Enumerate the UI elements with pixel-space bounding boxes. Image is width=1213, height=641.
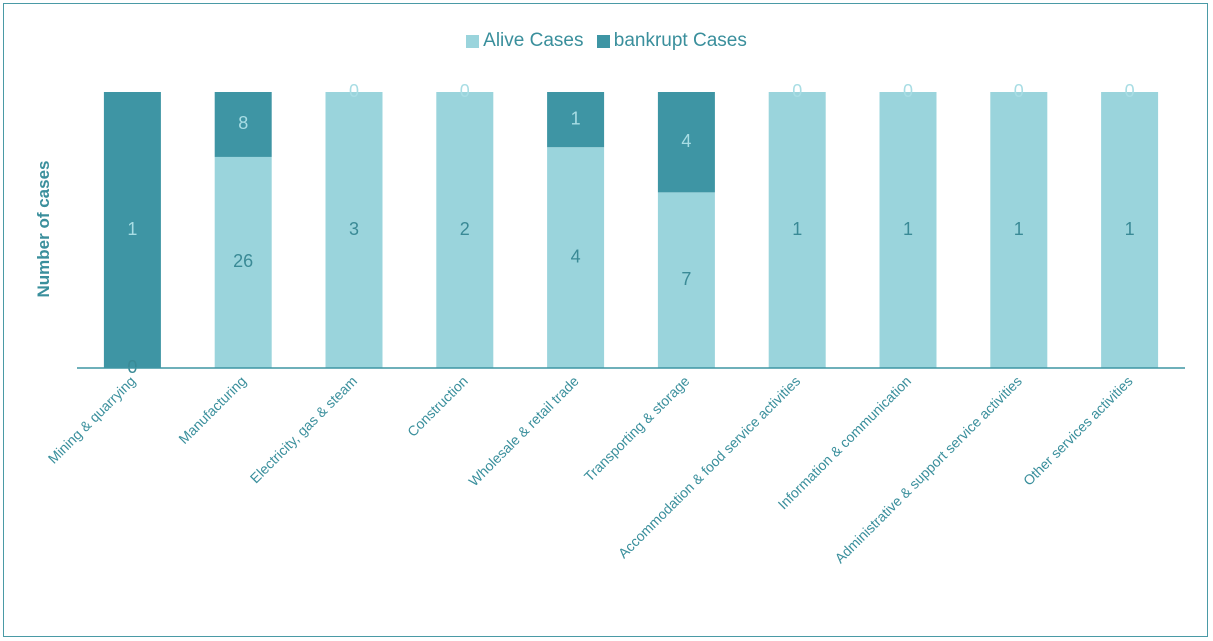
data-label-bankrupt-3: 0 bbox=[460, 81, 470, 101]
bar-alive-4 bbox=[547, 147, 605, 368]
bar-alive-3 bbox=[436, 92, 494, 368]
data-label-bankrupt-1: 8 bbox=[238, 113, 248, 133]
chart-legend: Alive Cases bankrupt Cases bbox=[0, 30, 1213, 54]
data-label-alive-2: 3 bbox=[349, 219, 359, 239]
data-label-bankrupt-7: 0 bbox=[903, 81, 913, 101]
bar-bankrupt-0 bbox=[103, 92, 161, 368]
legend-label-bankrupt: bankrupt Cases bbox=[613, 30, 747, 51]
bar-alive-1 bbox=[214, 156, 272, 368]
x-tick-label-9: Other services activities bbox=[1020, 373, 1136, 489]
legend-item-bankrupt: bankrupt Cases bbox=[596, 30, 747, 52]
bar-alive-6 bbox=[768, 92, 826, 368]
data-label-bankrupt-2: 0 bbox=[349, 81, 359, 101]
x-tick-label-8: Administrative & support service activit… bbox=[831, 373, 1024, 566]
bar-bankrupt-4 bbox=[547, 92, 605, 148]
x-tick-label-6: Accommodation & food service activities bbox=[615, 373, 803, 561]
bar-bankrupt-1 bbox=[214, 92, 272, 157]
data-label-bankrupt-8: 0 bbox=[1014, 81, 1024, 101]
data-label-alive-6: 1 bbox=[792, 219, 802, 239]
data-label-bankrupt-4: 1 bbox=[571, 108, 581, 128]
x-tick-label-2: Electricity, gas & steam bbox=[247, 373, 360, 486]
data-label-alive-0: 0 bbox=[127, 357, 137, 377]
bar-bankrupt-5 bbox=[657, 92, 715, 193]
data-label-alive-4: 4 bbox=[571, 246, 581, 266]
legend-item-alive: Alive Cases bbox=[466, 30, 583, 52]
x-tick-label-3: Construction bbox=[404, 373, 471, 440]
legend-swatch-bankrupt bbox=[596, 34, 610, 48]
data-label-alive-8: 1 bbox=[1014, 219, 1024, 239]
data-label-bankrupt-9: 0 bbox=[1125, 81, 1135, 101]
bar-alive-2 bbox=[325, 92, 383, 368]
bar-alive-5 bbox=[657, 192, 715, 368]
data-label-alive-3: 2 bbox=[460, 219, 470, 239]
data-label-bankrupt-6: 0 bbox=[792, 81, 802, 101]
x-tick-label-0: Mining & quarrying bbox=[45, 373, 139, 467]
legend-swatch-alive bbox=[466, 34, 480, 48]
bar-alive-7 bbox=[879, 92, 937, 368]
x-tick-label-4: Wholesale & retail trade bbox=[465, 373, 582, 490]
x-tick-label-5: Transporting & storage bbox=[581, 373, 693, 485]
data-label-alive-7: 1 bbox=[903, 219, 913, 239]
data-label-alive-1: 26 bbox=[233, 251, 253, 271]
legend-label-alive: Alive Cases bbox=[483, 30, 584, 51]
x-tick-label-1: Manufacturing bbox=[175, 373, 249, 447]
data-label-bankrupt-0: 1 bbox=[127, 219, 137, 239]
data-label-alive-9: 1 bbox=[1125, 219, 1135, 239]
data-label-alive-5: 7 bbox=[681, 269, 691, 289]
bar-alive-9 bbox=[1101, 92, 1159, 368]
bar-alive-8 bbox=[990, 92, 1048, 368]
data-label-bankrupt-5: 4 bbox=[681, 131, 691, 151]
x-tick-label-7: Information & communication bbox=[775, 373, 915, 513]
